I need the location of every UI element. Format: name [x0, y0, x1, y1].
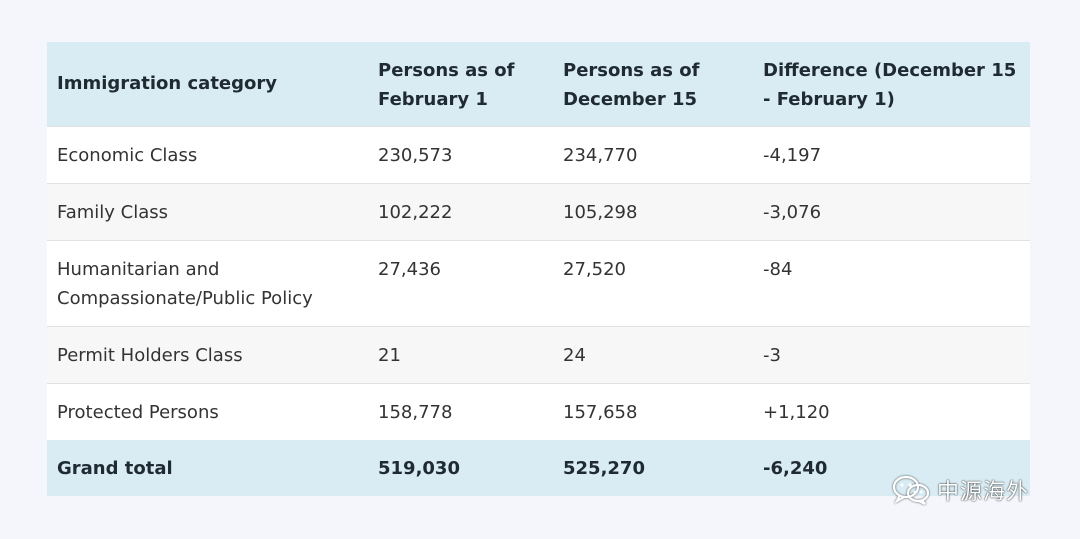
immigration-table: Immigration category Persons as of Febru…	[47, 42, 1030, 496]
total-february: 519,030	[378, 457, 460, 479]
column-header-december: Persons as of December 15	[563, 60, 700, 110]
cell-difference: -3,076	[763, 201, 822, 223]
column-header-difference: Difference (December 15 - February 1)	[763, 60, 1017, 110]
table-row: Family Class 102,222 105,298 -3,076	[47, 183, 1030, 240]
cell-december: 157,658	[563, 401, 638, 423]
table-row: Protected Persons 158,778 157,658 +1,120	[47, 383, 1030, 440]
cell-february: 158,778	[378, 401, 453, 423]
cell-december: 105,298	[563, 201, 638, 223]
table-row: Humanitarian and Compassionate/Public Po…	[47, 240, 1030, 326]
immigration-table-container: Immigration category Persons as of Febru…	[47, 42, 1030, 496]
column-header-category: Immigration category	[57, 73, 277, 95]
cell-difference: -4,197	[763, 144, 822, 166]
cell-february: 102,222	[378, 201, 453, 223]
table-header-row: Immigration category Persons as of Febru…	[47, 42, 1030, 126]
cell-december: 234,770	[563, 144, 638, 166]
cell-difference: -84	[763, 258, 793, 280]
cell-difference: +1,120	[763, 401, 830, 423]
table-row: Permit Holders Class 21 24 -3	[47, 326, 1030, 383]
column-header-february: Persons as of February 1	[378, 60, 515, 110]
cell-category: Economic Class	[57, 144, 198, 166]
watermark: 中源海外	[891, 474, 1029, 506]
cell-category: Protected Persons	[57, 401, 219, 423]
cell-february: 27,436	[378, 258, 441, 280]
total-december: 525,270	[563, 457, 645, 479]
watermark-text: 中源海外	[937, 480, 1030, 505]
grand-total-row: Grand total 519,030 525,270 -6,240	[47, 439, 1030, 496]
total-difference: -6,240	[763, 457, 828, 479]
cell-difference: -3	[763, 344, 781, 366]
cell-category: Humanitarian and Compassionate/Public Po…	[57, 258, 313, 309]
cell-december: 27,520	[563, 258, 626, 280]
table-row: Economic Class 230,573 234,770 -4,197	[47, 126, 1030, 183]
wechat-icon	[891, 474, 931, 506]
cell-february: 21	[378, 344, 401, 366]
cell-december: 24	[563, 344, 586, 366]
total-label: Grand total	[57, 457, 173, 479]
cell-category: Permit Holders Class	[57, 344, 243, 366]
cell-category: Family Class	[57, 201, 168, 223]
cell-february: 230,573	[378, 144, 453, 166]
